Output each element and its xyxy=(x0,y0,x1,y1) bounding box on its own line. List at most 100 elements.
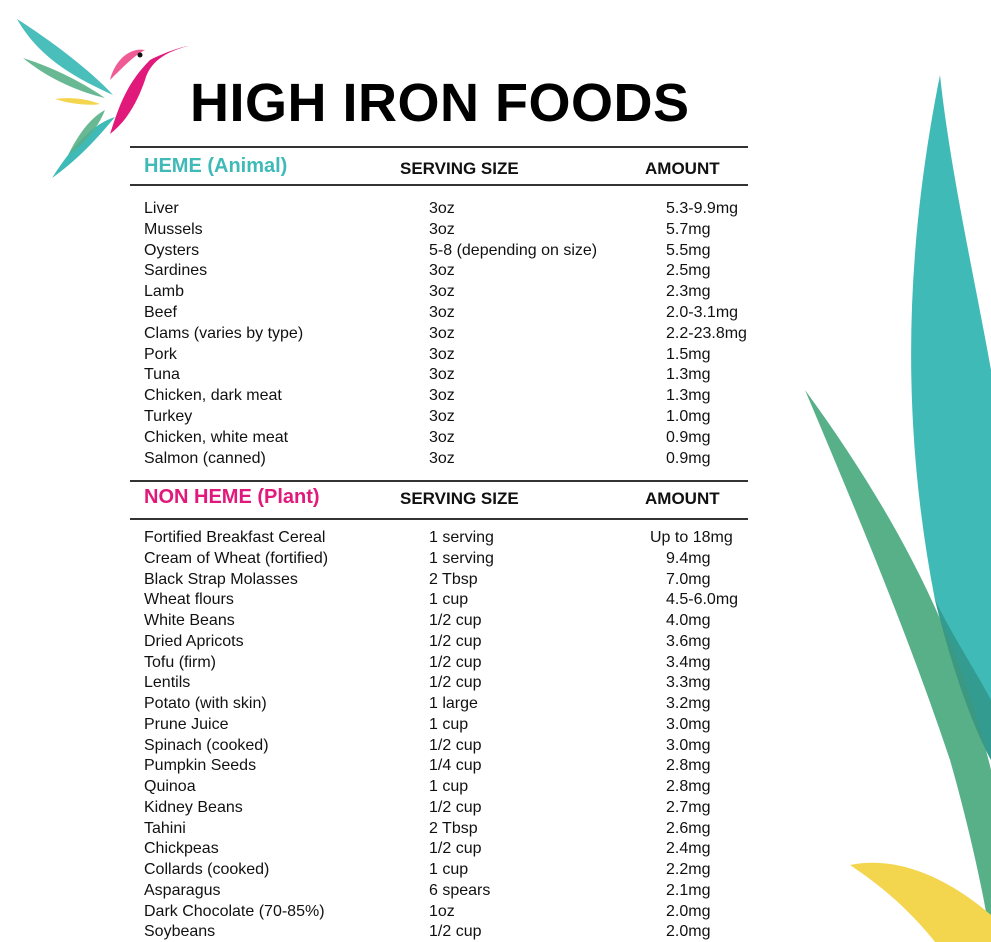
table-row-serving: 1 cup xyxy=(429,861,469,878)
table-row-serving: 2 Tbsp xyxy=(429,819,478,837)
non-heme-amount-header: AMOUNT xyxy=(645,489,720,508)
divider xyxy=(130,146,748,148)
table-row-serving: 1 cup xyxy=(429,715,469,733)
table-row-amount: Up to 18mg xyxy=(650,529,733,546)
teal-leaf xyxy=(911,75,991,760)
table-row-food: Chicken, white meat xyxy=(144,428,289,446)
table-row-serving: 1/2 cup xyxy=(429,923,482,941)
table-row-amount: 3.6mg xyxy=(666,632,711,650)
table-row-amount: 2.1mg xyxy=(666,881,711,899)
table-row-amount: 3.0mg xyxy=(666,736,711,754)
table-row-amount: 2.2mg xyxy=(666,861,711,878)
table-row-food: Black Strap Molasses xyxy=(144,570,298,588)
table-row-serving: 3oz xyxy=(429,304,455,321)
table-row-serving: 3oz xyxy=(429,262,455,280)
table-row-food: Tofu (firm) xyxy=(144,653,216,671)
table-row-food: Chickpeas xyxy=(144,840,219,858)
table-row-food: Beef xyxy=(144,304,177,321)
table-row-food: Clams (varies by type) xyxy=(144,324,304,342)
table-row-serving: 1 cup xyxy=(429,778,469,795)
table-row-amount: 1.5mg xyxy=(666,345,711,363)
non-heme-serving-header: SERVING SIZE xyxy=(400,489,519,508)
table-row-serving: 1 serving xyxy=(429,549,494,567)
table-row-serving: 1/2 cup xyxy=(429,612,482,629)
table-row-food: Oysters xyxy=(144,241,200,259)
table-row-amount: 5.3-9.9mg xyxy=(666,200,739,217)
table-row-amount: 3.3mg xyxy=(666,674,711,692)
table-row-food: Collards (cooked) xyxy=(144,861,270,878)
table-row-amount: 2.2-23.8mg xyxy=(666,324,747,342)
table-row-amount: 2.8mg xyxy=(666,778,711,795)
table-row-serving: 1 serving xyxy=(429,529,494,546)
table-row-amount: 2.5mg xyxy=(666,262,711,280)
table-row-amount: 2.7mg xyxy=(666,798,711,816)
non-heme-heading: NON HEME (Plant) xyxy=(144,486,320,508)
table-row-food: Lamb xyxy=(144,283,185,301)
table-row-serving: 2 Tbsp xyxy=(429,570,478,588)
table-row-amount: 5.5mg xyxy=(666,241,711,259)
heme-amount-header: AMOUNT xyxy=(645,159,720,178)
table-row-food: Potato (with skin) xyxy=(144,695,267,712)
table-row-serving: 3oz xyxy=(429,366,455,384)
table-row-food: Dark Chocolate (70-85%) xyxy=(144,902,325,920)
table-row-food: Lentils xyxy=(144,674,191,692)
table-row-food: Dried Apricots xyxy=(144,632,244,650)
table-row-serving: 5-8 (depending on size) xyxy=(429,241,598,259)
table-row-food: Cream of Wheat (fortified) xyxy=(144,549,329,567)
table-row-food: Fortified Breakfast Cereal xyxy=(144,529,326,546)
table-row-food: Spinach (cooked) xyxy=(144,736,269,754)
table-row-amount: 1.3mg xyxy=(666,387,711,405)
table-row-food: Quinoa xyxy=(144,778,196,795)
table-row-food: Mussels xyxy=(144,220,203,238)
hummingbird-logo xyxy=(17,19,188,178)
table-row-food: Salmon (canned) xyxy=(144,449,266,467)
table-row-serving: 3oz xyxy=(429,428,455,446)
table-row-serving: 1/2 cup xyxy=(429,674,482,692)
table-row-serving: 1oz xyxy=(429,902,455,920)
table-row-food: Pumpkin Seeds xyxy=(144,757,257,775)
table-row-amount: 2.4mg xyxy=(666,840,711,858)
table-row-serving: 6 spears xyxy=(429,881,491,899)
table-row-serving: 1/2 cup xyxy=(429,840,482,858)
table-row-amount: 2.6mg xyxy=(666,819,711,837)
table-row-food: Asparagus xyxy=(144,881,221,899)
table-row-food: Tuna xyxy=(144,366,180,384)
table-row-serving: 3oz xyxy=(429,324,455,342)
table-row-amount: 3.2mg xyxy=(666,695,711,712)
divider xyxy=(130,184,748,186)
table-row-amount: 2.8mg xyxy=(666,757,711,775)
table-row-amount: 1.0mg xyxy=(666,408,711,425)
table-row-food: Turkey xyxy=(144,408,193,425)
table-row-serving: 1/2 cup xyxy=(429,736,482,754)
table-row-amount: 4.0mg xyxy=(666,612,711,629)
table-row-amount: 3.0mg xyxy=(666,715,711,733)
table-row-serving: 3oz xyxy=(429,449,455,467)
table-row-food: Sardines xyxy=(144,262,208,280)
table-row-serving: 1/2 cup xyxy=(429,632,482,650)
table-row-amount: 3.4mg xyxy=(666,653,711,671)
table-row-serving: 3oz xyxy=(429,345,455,363)
heme-heading: HEME (Animal) xyxy=(144,155,288,177)
table-row-serving: 3oz xyxy=(429,283,455,301)
table-row-serving: 1 cup xyxy=(429,591,469,609)
divider xyxy=(130,518,748,520)
table-row-serving: 3oz xyxy=(429,408,455,425)
table-row-serving: 1/2 cup xyxy=(429,798,482,816)
table-row-food: Liver xyxy=(144,200,179,217)
heme-serving-header: SERVING SIZE xyxy=(400,159,519,178)
table-row-amount: 0.9mg xyxy=(666,449,711,467)
table-row-food: Tahini xyxy=(144,819,186,837)
table-row-amount: 2.3mg xyxy=(666,283,711,301)
table-row-food: Pork xyxy=(144,345,177,363)
table-row-food: Soybeans xyxy=(144,923,216,941)
table-row-amount: 2.0mg xyxy=(666,923,711,941)
table-row-serving: 1/4 cup xyxy=(429,757,482,775)
table-row-serving: 3oz xyxy=(429,387,455,405)
table-row-serving: 3oz xyxy=(429,200,455,217)
table-row-amount: 9.4mg xyxy=(666,549,711,567)
table-row-serving: 1/2 cup xyxy=(429,653,482,671)
table-row-serving: 3oz xyxy=(429,220,455,238)
table-row-amount: 0.9mg xyxy=(666,428,711,446)
table-row-amount: 2.0-3.1mg xyxy=(666,304,739,321)
